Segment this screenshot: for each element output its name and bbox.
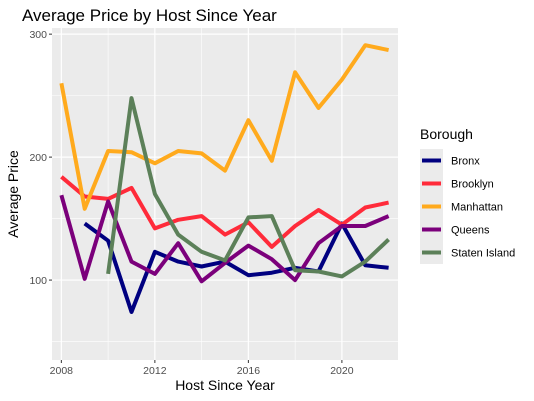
series-line-staten-island [106,96,390,279]
chart-title: Average Price by Host Since Year [22,6,277,25]
series-lines [59,43,390,314]
y-axis-title: Average Price [5,150,21,238]
y-tick-label: 300 [29,29,47,41]
y-axis: 100 200 300 [29,29,52,287]
legend-items: Bronx Brooklyn Manhattan Queens Staten Islan… [420,149,515,264]
series-line-brooklyn [60,175,390,249]
x-tick-label: 2012 [143,365,167,377]
plot-panel [52,28,398,360]
legend-label: Queens [451,225,490,237]
legend-label: Bronx [451,156,480,168]
series-line-bronx [83,221,389,314]
x-tick-label: 2008 [50,365,74,377]
legend-label: Brooklyn [451,179,494,191]
x-axis: 2008 2012 2016 2020 [50,360,354,377]
x-axis-title: Host Since Year [175,377,275,393]
legend-label: Staten Island [451,248,515,260]
legend: Borough Bronx Brooklyn Manhattan Queens Stat… [420,126,515,264]
gridlines [52,28,398,360]
legend-title: Borough [420,126,473,142]
y-tick-label: 200 [29,152,47,164]
y-tick-label: 100 [29,275,47,287]
legend-label: Manhattan [451,202,503,214]
series-line-manhattan [59,43,390,211]
x-tick-label: 2016 [237,365,261,377]
x-tick-label: 2020 [330,365,354,377]
